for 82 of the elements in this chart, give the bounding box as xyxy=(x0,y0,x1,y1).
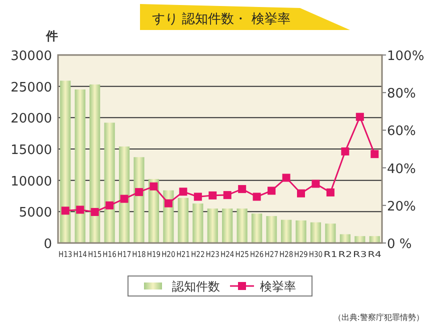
bar xyxy=(252,214,262,243)
point xyxy=(76,206,84,214)
point xyxy=(312,180,320,188)
x-tick-label: H21 xyxy=(176,250,193,259)
bar xyxy=(118,146,130,243)
y-tick-label: 5000 xyxy=(18,206,52,221)
y-axis-title: 件 xyxy=(45,29,58,43)
bar xyxy=(310,222,322,243)
x-tick-label: R4 xyxy=(368,250,382,259)
point xyxy=(238,185,246,194)
point xyxy=(194,192,202,201)
y-tick-label: 20000 xyxy=(10,112,52,127)
point xyxy=(356,112,364,121)
bar xyxy=(178,198,188,243)
x-tick-label: H20 xyxy=(162,250,178,259)
point xyxy=(370,150,379,158)
text: （出典:警察庁犯罪情勢） xyxy=(333,313,424,322)
bar xyxy=(104,122,115,243)
bar xyxy=(90,84,100,243)
x-tick-label: H27 xyxy=(264,250,281,259)
point xyxy=(223,191,232,200)
bar xyxy=(74,89,86,243)
point xyxy=(252,192,261,201)
y2-tick-label: 40% xyxy=(387,162,416,177)
legend-label: 検挙率 xyxy=(260,280,296,294)
chart-title: すり 認知件数・ 検挙率 xyxy=(152,11,290,27)
y2-tick-label: 80% xyxy=(387,86,416,102)
y2-tick-label: 60% xyxy=(387,124,416,140)
x-tick-label: H25 xyxy=(235,250,252,259)
y-tick-label: 15000 xyxy=(10,143,52,158)
x-tick-label: H16 xyxy=(102,250,119,259)
y2-tick-label: 100% xyxy=(387,49,424,64)
x-tick-label: H17 xyxy=(117,250,134,259)
bar xyxy=(236,208,248,243)
y-tick-label: 0 xyxy=(44,237,52,252)
x-tick-label: H18 xyxy=(132,250,148,259)
y-tick-label: 25000 xyxy=(10,80,52,96)
x-tick-label: H22 xyxy=(191,250,208,259)
point xyxy=(61,206,70,215)
bar xyxy=(340,234,350,243)
y-tick-label: 10000 xyxy=(10,174,52,190)
x-tick-label: H14 xyxy=(73,250,90,259)
x-tick-label: H29 xyxy=(294,250,310,259)
legend-label: 認知件数 xyxy=(172,280,220,294)
bar xyxy=(192,204,204,243)
point xyxy=(164,199,172,208)
x-tick-label: H30 xyxy=(308,250,326,259)
bar xyxy=(325,224,336,243)
point xyxy=(297,189,305,198)
point xyxy=(282,174,290,182)
x-tick-label: R1 xyxy=(324,250,338,259)
bar xyxy=(207,208,218,243)
bar xyxy=(296,220,306,243)
x-tick-label: H23 xyxy=(206,250,222,259)
point xyxy=(135,188,143,196)
x-tick-label: H28 xyxy=(279,250,296,259)
x-tick-label: H15 xyxy=(88,250,104,259)
point xyxy=(150,182,158,190)
bar xyxy=(222,208,233,243)
x-tick-label: H26 xyxy=(250,250,266,259)
bar xyxy=(354,236,366,243)
bar xyxy=(266,216,277,243)
bar xyxy=(134,157,144,243)
x-tick-label: R2 xyxy=(338,250,352,259)
point xyxy=(326,188,334,196)
point xyxy=(90,208,99,216)
point xyxy=(120,194,128,203)
bar xyxy=(369,236,380,243)
y2-tick-label: 20% xyxy=(387,199,416,214)
point xyxy=(208,191,217,200)
point xyxy=(268,186,276,195)
point xyxy=(341,147,350,156)
point xyxy=(179,188,188,196)
x-tick-label: H13 xyxy=(58,250,75,259)
y-tick-label: 30000 xyxy=(10,49,52,64)
y2-tick-label: 0 % xyxy=(387,237,412,252)
point xyxy=(106,201,114,210)
x-tick-label: H24 xyxy=(220,250,237,259)
x-tick-label: H19 xyxy=(146,250,164,259)
bar xyxy=(280,220,292,243)
x-tick-label: R3 xyxy=(353,250,367,259)
bar xyxy=(60,80,71,243)
